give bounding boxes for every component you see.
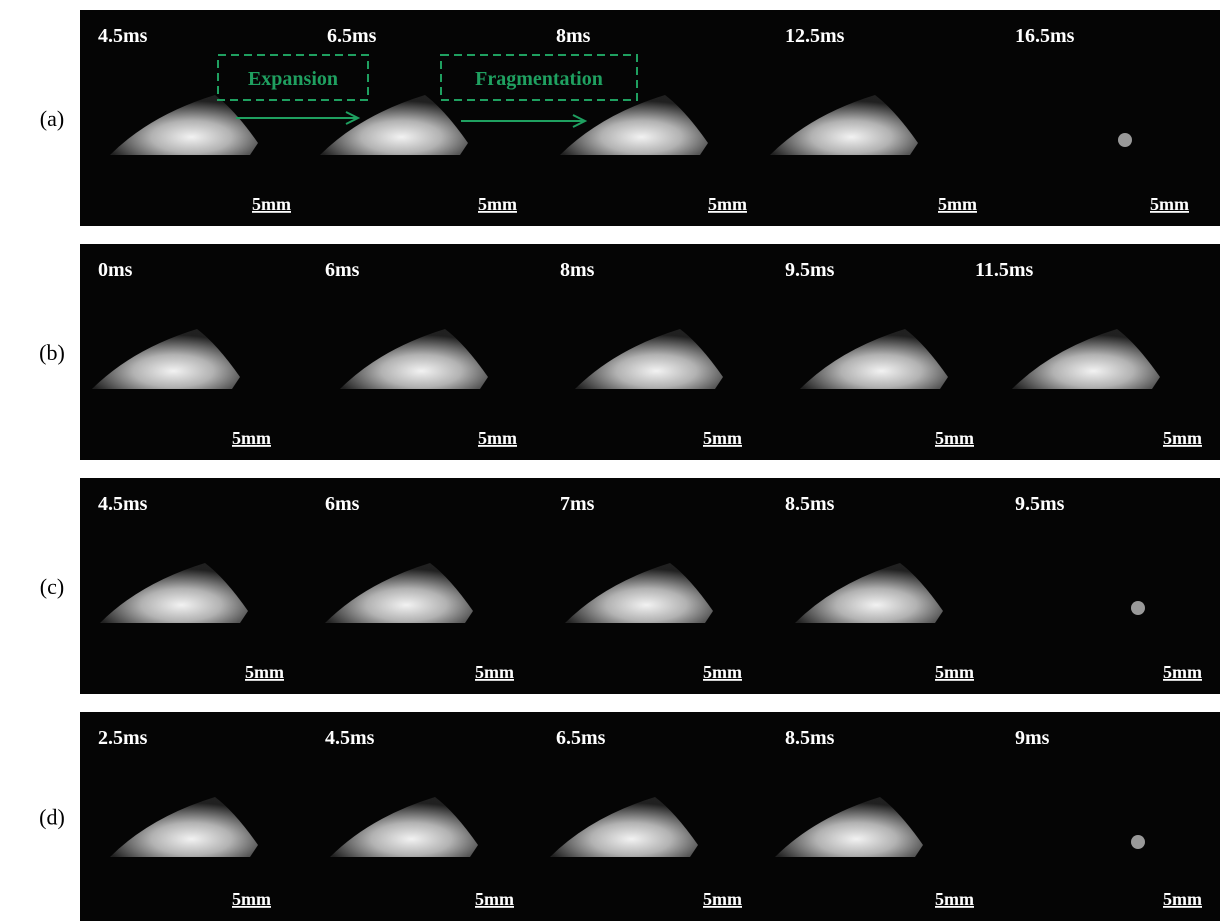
time-label: 6.5ms [556, 727, 606, 749]
time-label: 16.5ms [1015, 25, 1075, 47]
scale-bar: 5mm [938, 194, 977, 214]
scale-bar: 5mm [478, 428, 517, 448]
scale-bar: 5mm [245, 662, 284, 682]
figure: (a) 4.5ms 5mm 6.5ms 5mm 8ms 5mm 12.5ms 5mm 16.5ms… [0, 0, 1224, 921]
time-label: 8ms [560, 259, 595, 281]
scale-bar: 5mm [935, 428, 974, 448]
time-label: 4.5ms [98, 493, 148, 515]
time-label: 4.5ms [98, 25, 148, 47]
time-label: 2.5ms [98, 727, 148, 749]
row-label: (b) [39, 340, 65, 365]
row-label: (d) [39, 805, 65, 830]
time-label: 11.5ms [975, 259, 1034, 281]
time-label: 7ms [560, 493, 595, 515]
scale-bar: 5mm [232, 889, 271, 909]
time-label: 9.5ms [785, 259, 835, 281]
scale-bar: 5mm [935, 889, 974, 909]
time-label: 9.5ms [1015, 493, 1065, 515]
time-label: 12.5ms [785, 25, 845, 47]
time-label: 8.5ms [785, 727, 835, 749]
debris [1131, 601, 1145, 615]
time-label: 6ms [325, 259, 360, 281]
scale-bar: 5mm [232, 428, 271, 448]
scale-bar: 5mm [478, 194, 517, 214]
time-label: 4.5ms [325, 727, 375, 749]
debris [1118, 133, 1132, 147]
time-label: 0ms [98, 259, 133, 281]
row-label: (a) [40, 106, 64, 131]
time-label: 8ms [556, 25, 591, 47]
time-label: 9ms [1015, 727, 1050, 749]
scale-bar: 5mm [703, 889, 742, 909]
scale-bar: 5mm [1163, 889, 1202, 909]
time-label: 6.5ms [327, 25, 377, 47]
scale-bar: 5mm [1163, 662, 1202, 682]
time-label: 8.5ms [785, 493, 835, 515]
scale-bar: 5mm [475, 889, 514, 909]
scale-bar: 5mm [703, 428, 742, 448]
scale-bar: 5mm [1150, 194, 1189, 214]
annotation: Fragmentation [475, 68, 603, 90]
scale-bar: 5mm [252, 194, 291, 214]
time-label: 6ms [325, 493, 360, 515]
scale-bar: 5mm [935, 662, 974, 682]
debris [1131, 835, 1145, 849]
scale-bar: 5mm [708, 194, 747, 214]
scale-bar: 5mm [703, 662, 742, 682]
scale-bar: 5mm [1163, 428, 1202, 448]
scale-bar: 5mm [475, 662, 514, 682]
row-label: (c) [40, 574, 64, 599]
annotation: Expansion [248, 68, 338, 90]
